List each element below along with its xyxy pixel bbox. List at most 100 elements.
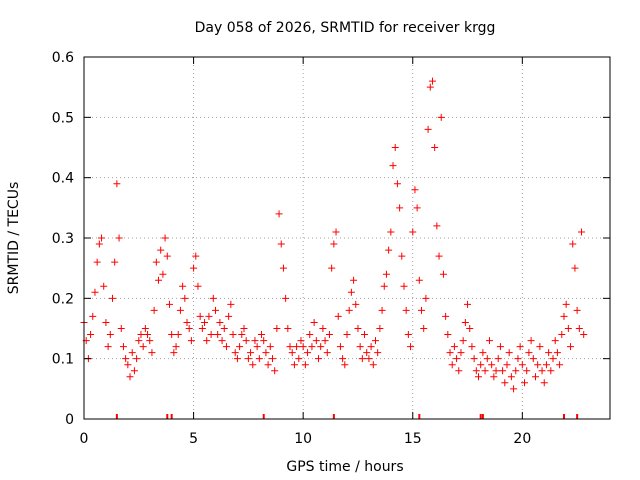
data-point bbox=[562, 300, 570, 308]
data-point bbox=[308, 343, 316, 351]
data-point bbox=[284, 325, 292, 332]
data-point bbox=[339, 355, 347, 363]
data-point bbox=[194, 282, 202, 290]
y-tick-label: 0 bbox=[65, 412, 74, 428]
data-point bbox=[426, 83, 434, 91]
data-point bbox=[538, 367, 546, 375]
data-point bbox=[176, 306, 184, 314]
data-point bbox=[104, 343, 112, 351]
data-point bbox=[501, 379, 509, 387]
data-point bbox=[150, 306, 158, 314]
data-point bbox=[569, 240, 577, 248]
data-point bbox=[424, 125, 432, 133]
x-axis-rug-marks bbox=[115, 414, 579, 419]
data-point bbox=[505, 349, 513, 357]
data-point bbox=[87, 331, 95, 339]
data-point bbox=[378, 306, 386, 314]
data-point bbox=[545, 349, 553, 357]
x-tick-label: 0 bbox=[80, 431, 89, 447]
data-point bbox=[251, 337, 259, 345]
data-point bbox=[192, 252, 200, 260]
data-point bbox=[146, 337, 154, 345]
data-point bbox=[494, 355, 502, 363]
data-point bbox=[453, 355, 461, 363]
data-point bbox=[111, 258, 119, 266]
y-axis-title: SRMTID / TECUs bbox=[6, 182, 22, 295]
data-point bbox=[510, 385, 518, 393]
data-point bbox=[293, 343, 301, 351]
data-point bbox=[488, 361, 496, 369]
data-point bbox=[141, 325, 149, 332]
data-point bbox=[98, 234, 106, 242]
data-point bbox=[306, 331, 314, 339]
data-point bbox=[225, 312, 233, 320]
data-point bbox=[207, 331, 215, 339]
data-point bbox=[525, 349, 533, 357]
data-point bbox=[317, 343, 325, 351]
data-point bbox=[301, 361, 309, 369]
data-point bbox=[422, 294, 430, 302]
data-point bbox=[216, 318, 224, 326]
data-point bbox=[144, 331, 152, 339]
data-point bbox=[336, 343, 344, 351]
data-point bbox=[347, 288, 355, 296]
data-point bbox=[435, 252, 443, 260]
data-point bbox=[470, 355, 478, 363]
data-point bbox=[304, 349, 312, 357]
data-point bbox=[258, 331, 266, 339]
data-point bbox=[312, 337, 320, 345]
data-point bbox=[282, 294, 290, 302]
data-point bbox=[472, 367, 480, 375]
data-point bbox=[380, 282, 388, 290]
data-point bbox=[475, 373, 482, 381]
data-point bbox=[499, 367, 507, 375]
data-point bbox=[277, 240, 285, 248]
data-point bbox=[222, 343, 230, 351]
data-point bbox=[442, 312, 450, 320]
data-point bbox=[551, 337, 559, 345]
data-point bbox=[133, 355, 141, 363]
data-point bbox=[437, 113, 445, 121]
data-point bbox=[108, 294, 116, 302]
data-point bbox=[542, 361, 550, 369]
data-point bbox=[135, 337, 143, 345]
data-point bbox=[512, 367, 520, 375]
data-point bbox=[275, 210, 283, 218]
data-point bbox=[273, 325, 281, 332]
data-point bbox=[363, 349, 371, 357]
data-point bbox=[220, 325, 228, 332]
data-point bbox=[518, 361, 526, 369]
data-point bbox=[328, 264, 336, 272]
data-point bbox=[323, 349, 331, 357]
data-point bbox=[527, 337, 535, 345]
data-point bbox=[247, 349, 255, 357]
data-point bbox=[540, 379, 548, 387]
data-point bbox=[553, 349, 561, 357]
data-point bbox=[231, 349, 239, 357]
data-point bbox=[448, 361, 456, 369]
data-point bbox=[409, 228, 417, 236]
data-point bbox=[549, 355, 557, 363]
data-point bbox=[148, 349, 156, 357]
data-point bbox=[286, 343, 294, 351]
data-point bbox=[130, 367, 138, 375]
data-point bbox=[100, 282, 108, 290]
data-point bbox=[356, 343, 364, 351]
data-point bbox=[444, 331, 452, 339]
data-point bbox=[367, 343, 375, 351]
data-point bbox=[341, 361, 349, 369]
data-point bbox=[580, 331, 588, 339]
y-tick-label: 0.2 bbox=[52, 291, 74, 307]
data-point bbox=[345, 306, 353, 314]
data-point bbox=[547, 367, 555, 375]
data-point bbox=[516, 343, 524, 351]
data-point bbox=[439, 270, 447, 278]
data-point bbox=[95, 240, 103, 248]
data-point bbox=[531, 373, 539, 381]
data-point bbox=[457, 349, 465, 357]
data-point bbox=[106, 331, 114, 339]
data-point bbox=[402, 306, 410, 314]
data-point bbox=[573, 306, 581, 314]
data-point bbox=[369, 361, 377, 369]
y-tick-labels: 0 0.1 0.2 0.3 0.4 0.5 0.6 bbox=[52, 50, 74, 428]
